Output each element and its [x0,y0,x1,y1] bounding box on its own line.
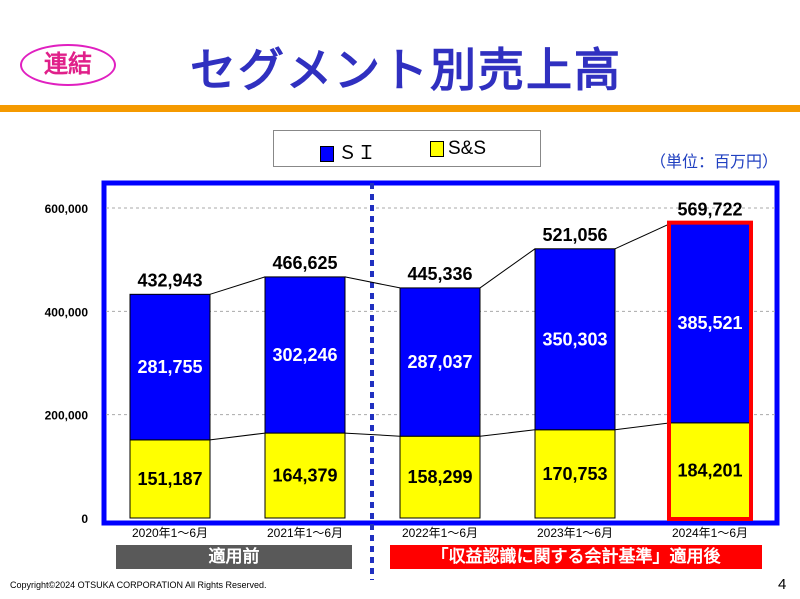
si-value-label: 287,037 [407,352,472,372]
connector-line [479,429,536,437]
connector-line [344,276,401,289]
bar-si [534,248,616,431]
consolidated-badge: 連結 [20,44,116,86]
connector-line [344,432,401,437]
connector-line [209,432,266,441]
chart-frame [101,180,780,526]
total-label: 569,722 [677,200,742,220]
total-label: 432,943 [137,270,202,290]
bar-ss [669,422,751,519]
page-title: セグメント別売上高 [190,44,622,96]
connector-line [479,248,536,289]
si-value-label: 281,755 [137,357,202,377]
connector-line [614,422,671,431]
bar-si [264,276,346,434]
total-label: 466,625 [272,253,337,273]
x-tick-label: 2021年1～6月 [267,526,343,540]
x-tick-label: 2024年1～6月 [672,526,748,540]
highlight-border [667,220,753,521]
legend: ＳＩ S&S [273,130,541,167]
ss-value-label: 164,379 [272,466,337,486]
si-value-label: 350,303 [542,329,607,349]
legend-swatch [430,140,444,157]
before-label: 適用前 [116,545,352,569]
bar-ss [399,435,481,519]
ss-value-label: 184,201 [677,460,742,480]
x-tick-label: 2020年1～6月 [132,526,208,540]
bar-ss [129,439,211,519]
connector-line [209,276,266,295]
copyright: Copyright©2024 OTSUKA CORPORATION All Ri… [10,580,267,590]
y-tick-label: 200,000 [45,409,89,423]
legend-si: ＳＩ [320,138,376,165]
ss-value-label: 151,187 [137,469,202,489]
x-tick-label: 2023年1～6月 [537,526,613,540]
legend-label: ＳＩ [338,143,377,164]
ss-value-label: 158,299 [407,467,472,487]
legend-label: S&S [448,138,487,159]
ss-value-label: 170,753 [542,464,607,484]
total-label: 521,056 [542,225,607,245]
legend-ss: S&S [430,138,486,160]
y-tick-label: 400,000 [45,305,89,319]
bar-si [669,223,751,424]
connector-line [614,223,671,250]
bar-si [129,293,211,441]
bar-si [399,287,481,437]
unit-label: （単位：百万円） [650,154,779,171]
divider [0,105,800,112]
y-tick-label: 600,000 [45,202,89,216]
after-label: 「収益認識に関する会計基準」適用後 [390,545,762,569]
si-value-label: 302,246 [272,345,337,365]
total-label: 445,336 [407,264,472,284]
page-number: 4 [778,576,787,593]
legend-swatch [320,145,334,162]
si-value-label: 385,521 [677,313,742,333]
bar-ss [264,432,346,519]
x-tick-label: 2022年1～6月 [402,526,478,540]
y-tick-label: 0 [81,512,88,526]
